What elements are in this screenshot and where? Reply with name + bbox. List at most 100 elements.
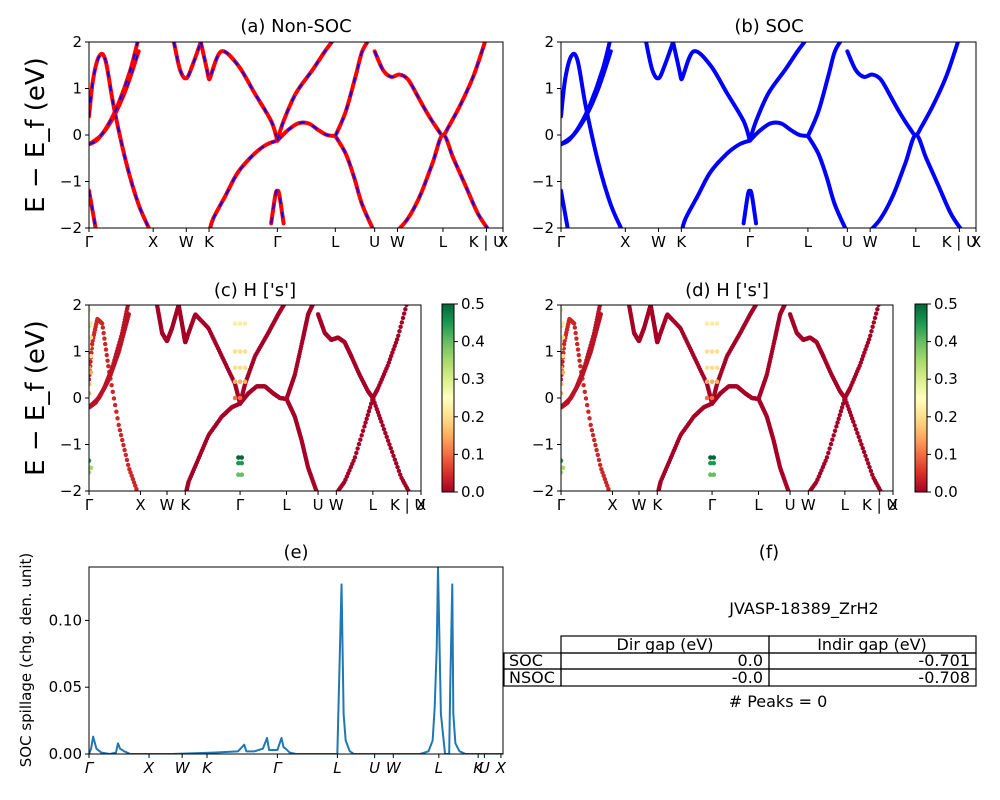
band-ylabel-mid-text: E − E_f (eV) (21, 320, 51, 476)
projection-point (89, 344, 92, 350)
band-point (127, 466, 132, 472)
nonsoc-band-line (414, 42, 488, 137)
band-point (103, 347, 109, 352)
a-xtick-label: W (390, 233, 405, 251)
panel-e-title: (e) (283, 542, 308, 563)
band-point (134, 486, 139, 491)
band-point (855, 430, 860, 436)
band-point (99, 321, 105, 326)
soc-band-line (886, 42, 960, 137)
band-point (785, 298, 789, 302)
projection-point (239, 472, 245, 478)
c-xtick-label: Γ (236, 496, 245, 514)
e-xtick-label: L (333, 759, 341, 777)
band-point (784, 299, 788, 303)
band-point (393, 461, 399, 466)
projection-point (239, 455, 245, 460)
soc-band-line (805, 133, 848, 228)
band-point (127, 298, 131, 302)
projection-point (704, 349, 710, 354)
band-point (133, 483, 138, 488)
soc-band-overlay-dashed (89, 190, 97, 228)
projection-point (561, 344, 564, 350)
band-point (561, 377, 564, 382)
e-ytick-label: 0.05 (49, 678, 82, 696)
projection-point (708, 460, 713, 466)
band-point (312, 300, 316, 304)
panel-b-title: (b) SOC (734, 16, 803, 37)
band-point (861, 449, 867, 455)
soc-band-line (561, 42, 612, 147)
band-point (114, 409, 119, 414)
band-point (89, 341, 95, 347)
band-point (388, 353, 394, 359)
projection-point (711, 460, 717, 466)
projection-point (89, 391, 92, 396)
band-point (586, 409, 591, 414)
band-point (100, 325, 106, 330)
band-point (782, 305, 787, 307)
band-point (102, 336, 107, 341)
a-ytick-label: −2 (60, 219, 82, 237)
band-point (852, 423, 857, 428)
band-point (380, 423, 385, 428)
colorbar-c-tick-label: 0.4 (461, 333, 485, 351)
a-frame (88, 41, 504, 229)
d-xtick-label: Γ (557, 496, 566, 514)
a-xtick-label: Γ (273, 233, 282, 251)
e-xtick-label: L (435, 759, 443, 777)
band-ylabel-mid: E − E_f (eV) (21, 320, 51, 476)
nonsoc-band-line (333, 42, 370, 138)
band-point (593, 442, 598, 448)
b-ytick-label: 1 (544, 80, 554, 98)
projection-point (232, 379, 238, 385)
band-point (870, 472, 875, 477)
band-point (121, 442, 126, 448)
band-point (856, 434, 861, 440)
projection-point (237, 395, 243, 401)
band-point (873, 311, 879, 316)
projection-point (709, 365, 715, 371)
band-point (387, 357, 393, 362)
band-point (574, 336, 579, 341)
band-point (368, 401, 374, 406)
band-point (594, 447, 599, 453)
band-point (868, 333, 873, 338)
c-ytick-label: −2 (60, 482, 82, 500)
band-point (388, 446, 393, 451)
band-point (872, 315, 878, 321)
projection-point (242, 379, 248, 385)
nonsoc-band-line (89, 51, 152, 228)
b-ytick-label: 2 (544, 33, 554, 51)
band-point (583, 396, 589, 401)
nonsoc-band-line (89, 42, 140, 147)
band-point (116, 422, 121, 428)
projection-point (708, 472, 713, 478)
projection-point (242, 321, 248, 326)
band-point (395, 464, 400, 470)
b-band-lines (561, 42, 963, 228)
e-xtick-label: U (369, 759, 380, 777)
projection-point (89, 458, 92, 464)
soc-band-line (671, 42, 686, 82)
projection-point (89, 307, 92, 312)
projection-point (237, 365, 243, 371)
band-point (385, 438, 391, 443)
projection-point (561, 307, 564, 312)
d-ytick-label: −2 (532, 482, 554, 500)
projection-point (236, 472, 241, 478)
band-point (837, 412, 842, 418)
band-point (366, 409, 372, 414)
colorbar-d-tick-label: 0.1 (934, 445, 958, 463)
table-header-dir: Dir gap (eV) (617, 635, 714, 654)
band-point (362, 424, 367, 429)
band-point (106, 363, 111, 369)
band-point (859, 357, 865, 362)
colorbar-d-tick-label: 0.4 (934, 333, 958, 351)
band-point (354, 450, 359, 456)
band-point (123, 452, 129, 458)
band-point (584, 402, 590, 408)
spillage-ylabel-text: SOC spillage (chg. den. unit) (17, 553, 35, 768)
band-point (400, 315, 406, 321)
band-point (392, 343, 397, 349)
